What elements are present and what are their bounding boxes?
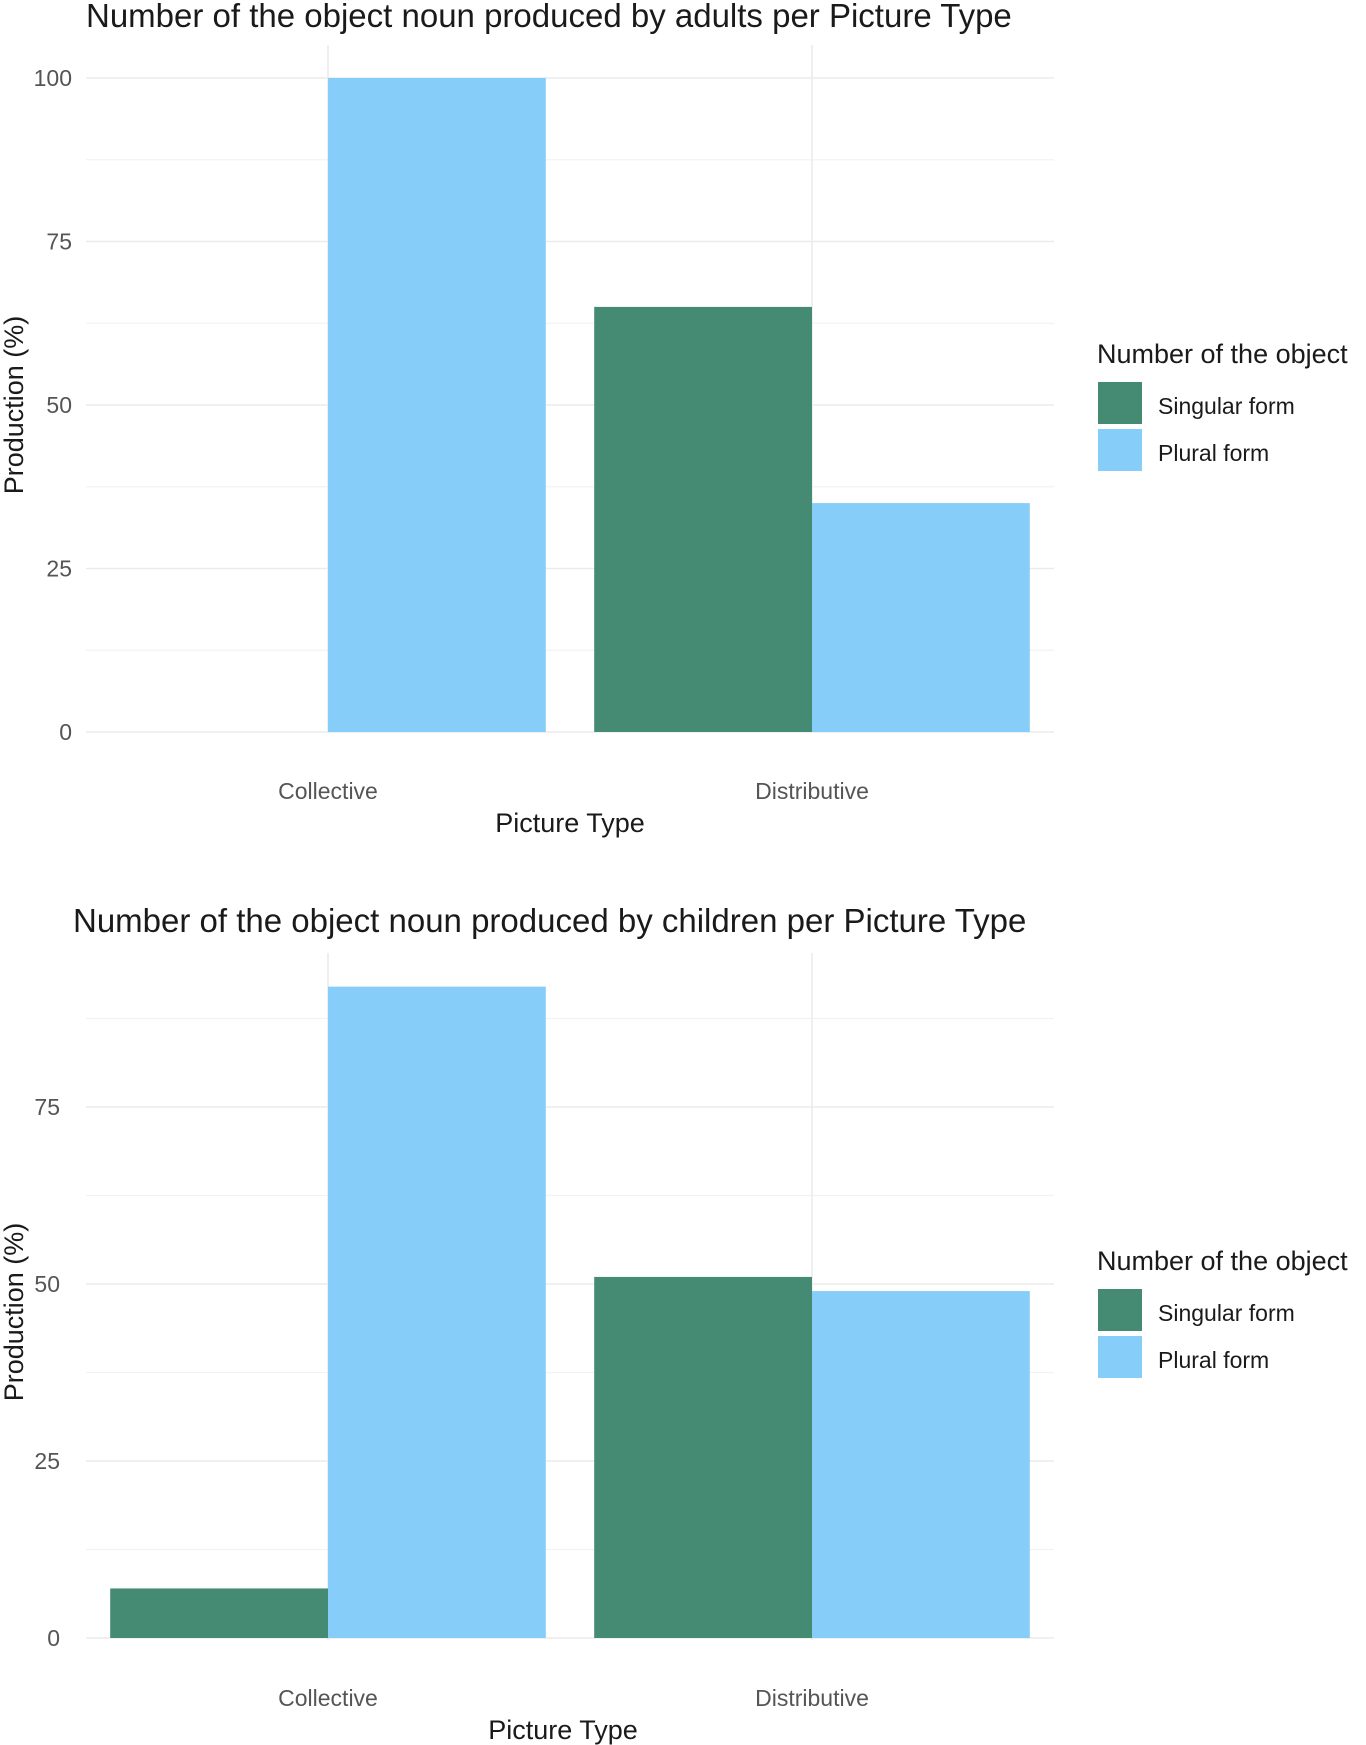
bars [328, 78, 1030, 732]
legend-label-singular: Singular form [1158, 393, 1295, 419]
y-tick-label: 0 [47, 1625, 60, 1651]
x-tick-label: Collective [278, 1685, 378, 1711]
legend-label-plural: Plural form [1158, 1347, 1269, 1373]
x-tick-labels: Collective Distributive [278, 1685, 869, 1711]
y-axis-title: Production (%) [0, 1223, 29, 1402]
adults-chart: Number of the object noun produced by ad… [0, 0, 1348, 838]
bar-plural-distributive[interactable] [812, 503, 1030, 732]
legend-label-plural: Plural form [1158, 440, 1269, 466]
legend-swatch-singular [1098, 382, 1142, 424]
y-tick-label: 0 [59, 719, 72, 745]
bar-plural-collective[interactable] [328, 78, 546, 732]
y-tick-label: 75 [34, 1094, 60, 1120]
y-tick-labels: 0 25 50 75 [34, 1094, 60, 1651]
x-axis-title: Picture Type [488, 1715, 638, 1745]
legend-swatch-plural [1098, 1336, 1142, 1378]
y-tick-label: 50 [46, 392, 72, 418]
legend[interactable]: Number of the object Singular form Plura… [1097, 1246, 1348, 1378]
legend-label-singular: Singular form [1158, 1300, 1295, 1326]
x-tick-label: Distributive [755, 778, 869, 804]
bars [110, 986, 1030, 1638]
y-tick-label: 50 [34, 1271, 60, 1297]
bar-singular-distributive[interactable] [594, 1276, 812, 1638]
bar-singular-collective[interactable] [110, 1588, 328, 1638]
y-tick-label: 75 [46, 229, 72, 255]
legend-title: Number of the object [1097, 339, 1348, 369]
children-chart: Number of the object noun produced by ch… [0, 902, 1348, 1745]
bar-plural-collective[interactable] [328, 986, 546, 1638]
legend[interactable]: Number of the object Singular form Plura… [1097, 339, 1348, 471]
legend-swatch-singular [1098, 1289, 1142, 1331]
legend-swatch-plural [1098, 429, 1142, 471]
legend-title: Number of the object [1097, 1246, 1348, 1276]
y-tick-labels: 0 25 50 75 100 [34, 65, 72, 745]
bar-plural-distributive[interactable] [812, 1291, 1030, 1638]
chart-title: Number of the object noun produced by ch… [73, 902, 1026, 939]
chart-title: Number of the object noun produced by ad… [86, 0, 1012, 34]
x-tick-label: Collective [278, 778, 378, 804]
y-tick-label: 25 [34, 1448, 60, 1474]
y-tick-label: 25 [46, 556, 72, 582]
y-tick-label: 100 [34, 65, 72, 91]
y-axis-title: Production (%) [0, 316, 29, 495]
bar-singular-distributive[interactable] [594, 306, 812, 732]
x-tick-label: Distributive [755, 1685, 869, 1711]
x-tick-labels: Collective Distributive [278, 778, 869, 804]
x-axis-title: Picture Type [495, 808, 645, 838]
